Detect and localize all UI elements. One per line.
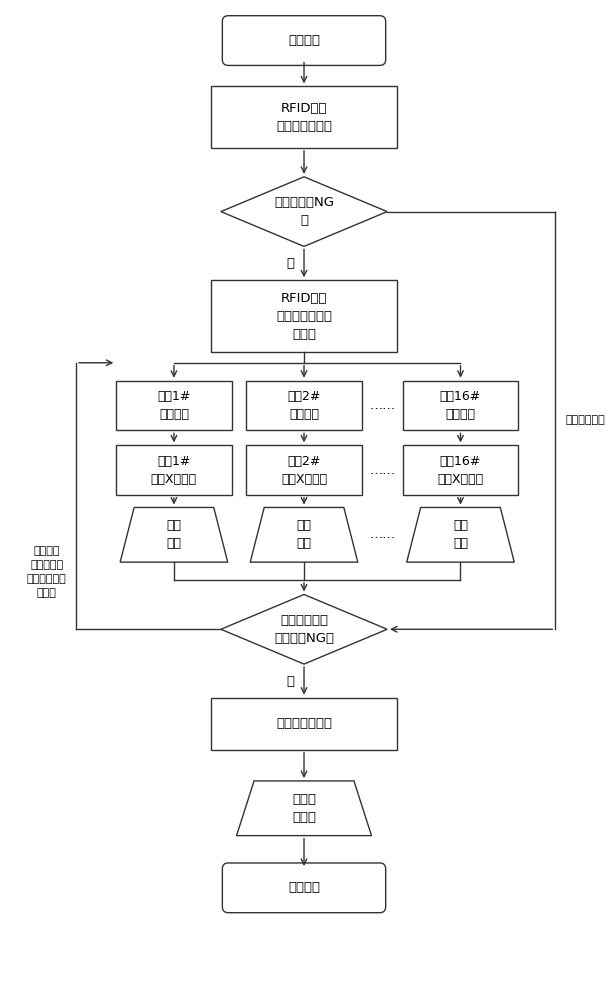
Polygon shape xyxy=(221,594,387,664)
Text: 从站16#
通道X待执行: 从站16# 通道X待执行 xyxy=(437,455,484,486)
Bar xyxy=(403,445,518,495)
Text: ……: …… xyxy=(369,464,395,477)
Text: 人工
执行: 人工 执行 xyxy=(453,519,468,550)
Text: 阻挡器运行放行: 阻挡器运行放行 xyxy=(276,717,332,730)
Text: 是，等待
继续完成，
并报告系统岗
位延迟: 是，等待 继续完成， 并报告系统岗 位延迟 xyxy=(27,546,67,598)
Text: 从站1#
配置读取: 从站1# 配置读取 xyxy=(157,390,190,421)
Text: 从站16#
配置读取: 从站16# 配置读取 xyxy=(440,390,481,421)
Bar xyxy=(211,698,397,750)
Text: 从站1#
通道X待执行: 从站1# 通道X待执行 xyxy=(151,455,197,486)
Bar xyxy=(211,86,397,148)
Text: 托盘出站: 托盘出站 xyxy=(288,881,320,894)
Text: ……: …… xyxy=(369,399,395,412)
Text: ……: …… xyxy=(369,528,395,541)
Bar xyxy=(211,280,397,352)
Text: 人工
执行: 人工 执行 xyxy=(296,519,312,550)
Text: RFID读取
本岗位本机型配
置信息: RFID读取 本岗位本机型配 置信息 xyxy=(276,292,332,341)
Text: 否: 否 xyxy=(286,257,294,270)
FancyBboxPatch shape xyxy=(222,863,386,913)
Bar xyxy=(116,381,232,430)
Text: 人工确
认放行: 人工确 认放行 xyxy=(292,793,316,824)
Text: 节拍终止后判
断是否有NG项: 节拍终止后判 断是否有NG项 xyxy=(274,614,334,645)
FancyBboxPatch shape xyxy=(222,16,386,65)
Bar xyxy=(246,381,362,430)
Bar xyxy=(116,445,232,495)
Polygon shape xyxy=(250,507,358,562)
Bar xyxy=(246,445,362,495)
Text: RFID读取
前岗位完成信息: RFID读取 前岗位完成信息 xyxy=(276,102,332,133)
Text: 判断是否有NG
项: 判断是否有NG 项 xyxy=(274,196,334,227)
Polygon shape xyxy=(120,507,228,562)
Text: 否: 否 xyxy=(286,675,294,688)
Text: 从站2#
通道X待执行: 从站2# 通道X待执行 xyxy=(281,455,327,486)
Polygon shape xyxy=(407,507,514,562)
Bar xyxy=(403,381,518,430)
Text: 托盘进站: 托盘进站 xyxy=(288,34,320,47)
Polygon shape xyxy=(237,781,371,836)
Text: 从站2#
配置读取: 从站2# 配置读取 xyxy=(287,390,321,421)
Text: 人工
执行: 人工 执行 xyxy=(166,519,182,550)
Polygon shape xyxy=(221,177,387,246)
Text: 是，直接放行: 是，直接放行 xyxy=(565,415,605,425)
